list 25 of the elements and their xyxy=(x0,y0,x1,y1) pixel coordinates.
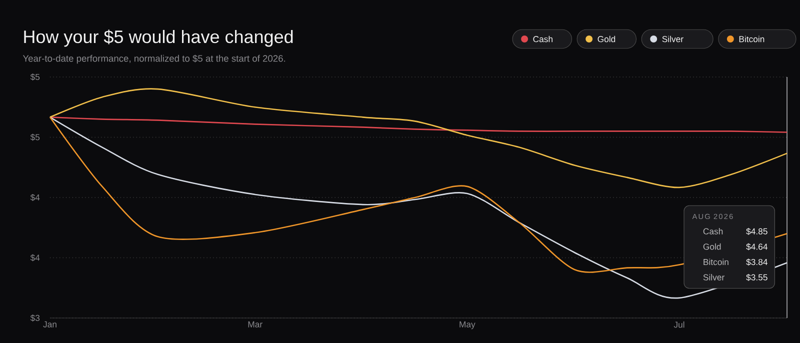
y-tick-label: $3 xyxy=(30,314,40,322)
annotation: Bitcoin xyxy=(704,258,728,266)
legend-label: Silver xyxy=(662,36,684,42)
legend-label: Cash xyxy=(533,36,552,42)
y-tick-label: $5 xyxy=(30,134,40,141)
annotation: $4.64 xyxy=(746,243,768,250)
chart-subtitle: Year-to-date performance, normalized to $5 at the start of 2026. xyxy=(22,54,286,64)
chart-title: How your $5 would have changed xyxy=(24,30,293,47)
legend-label: Bitcoin xyxy=(739,36,764,42)
annotation: $3.55 xyxy=(746,274,768,281)
line-series xyxy=(49,116,788,133)
line-series xyxy=(49,88,788,188)
annotation: Gold xyxy=(703,243,721,250)
annotation: $4.85 xyxy=(746,228,768,235)
x-tick-label: Jan xyxy=(43,321,56,328)
y-tick-label: $4 xyxy=(30,254,40,262)
legend-label: Gold xyxy=(598,36,616,42)
annotation: Silver xyxy=(703,274,724,280)
annotation: $3.84 xyxy=(746,258,768,266)
x-tick-label: Mar xyxy=(248,321,262,328)
x-tick-label: Jul xyxy=(674,321,684,328)
annotation: Cash xyxy=(703,228,723,234)
y-tick-label: $5 xyxy=(30,74,40,81)
x-tick-label: May xyxy=(460,321,476,330)
y-tick-label: $4 xyxy=(30,194,40,202)
